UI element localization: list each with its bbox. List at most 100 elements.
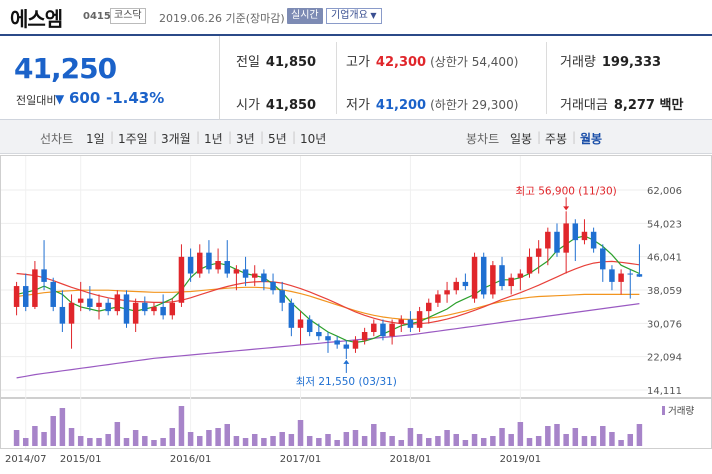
change-percent: -1.43% <box>106 89 165 107</box>
volume-bar <box>105 434 111 446</box>
volume-bar <box>343 432 350 446</box>
volume-bar <box>142 436 148 446</box>
candle-body <box>261 273 267 282</box>
volume-bar <box>242 438 249 446</box>
stat-prev-close: 전일 41,850 <box>236 51 316 70</box>
period-1d[interactable]: 1일 <box>86 132 105 146</box>
candle-body <box>13 286 20 307</box>
current-price-panel: 41,250 전일대비 ▼ 600 -1.43% <box>0 36 220 120</box>
volume-bar <box>288 434 295 446</box>
volume-bar <box>609 432 615 446</box>
stock-chart[interactable]: 62,006 54,023 46,041 38,059 30,076 22,094 14,1… <box>0 154 712 474</box>
volume-bar <box>407 428 414 446</box>
volume-bar <box>114 422 121 446</box>
candle-body <box>554 231 560 253</box>
separator: | <box>537 130 542 144</box>
candle-body <box>563 223 569 253</box>
candle-body <box>407 319 414 328</box>
stat-label: 고가 <box>346 55 370 70</box>
volume-bar <box>499 428 505 446</box>
volume-bar <box>178 406 185 446</box>
stat-label: 시가 <box>236 98 260 113</box>
candle-body <box>535 248 542 257</box>
volume-bar <box>462 440 469 446</box>
volume-bar <box>233 436 240 446</box>
volume-bar <box>590 436 597 446</box>
volume-bar <box>352 430 359 446</box>
candle-body <box>96 302 102 307</box>
period-5y[interactable]: 5년 <box>268 132 287 146</box>
period-10y[interactable]: 10년 <box>300 132 327 146</box>
volume-bar <box>123 438 130 446</box>
volume-bar <box>389 436 395 446</box>
candle-body <box>545 231 551 249</box>
candle-body <box>169 302 176 316</box>
volume-bar <box>169 428 176 446</box>
lower-limit: (하한가 29,300) <box>430 98 519 112</box>
candle-chart-tab[interactable]: 봉차트 <box>466 132 500 146</box>
ma-20-line <box>16 260 640 325</box>
candle-body <box>142 302 148 312</box>
stat-value: 41,850 <box>265 98 317 113</box>
volume-bar <box>444 430 450 446</box>
candle-body <box>508 277 514 287</box>
candle-body <box>627 273 634 275</box>
candle-daily[interactable]: 일봉 <box>510 132 533 146</box>
candle-body <box>490 265 496 295</box>
candle-body <box>123 294 130 324</box>
ma-60-line <box>16 286 640 321</box>
separator: | <box>153 130 158 144</box>
candle-body <box>581 231 588 241</box>
volume-bar <box>224 424 230 446</box>
candle-body <box>160 306 166 316</box>
current-price: 41,250 <box>14 52 117 85</box>
realtime-button[interactable]: 실시간 <box>287 8 323 24</box>
company-overview-label: 기업개요 <box>331 10 368 21</box>
candle-body <box>389 323 395 337</box>
volume-bar <box>68 428 75 446</box>
candle-body <box>224 261 230 274</box>
y-tick-label: 30,076 <box>647 319 682 330</box>
volume-bar <box>371 424 377 446</box>
candle-body <box>343 344 350 349</box>
volume-bar <box>471 434 478 446</box>
volume-bar <box>554 424 560 446</box>
volume-bar <box>187 432 194 446</box>
volume-bar <box>334 440 340 446</box>
candle-body <box>50 281 56 307</box>
period-1w[interactable]: 1주일 <box>118 132 148 146</box>
volume-bar <box>251 434 258 446</box>
candle-weekly[interactable]: 주봉 <box>545 132 568 146</box>
high-arrow-head <box>563 206 570 211</box>
candle-body <box>68 302 75 324</box>
candle-monthly[interactable]: 월봉 <box>580 132 603 146</box>
volume-bar <box>96 438 102 446</box>
candle-body <box>517 273 524 278</box>
stat-amount: 거래대금 8,277 백만 <box>560 94 683 113</box>
volume-legend-swatch <box>662 406 665 415</box>
candle-body <box>87 298 93 307</box>
period-bar: 선차트 1일 | 1주일 | 3개월 | 1년 | 3년 | 5년 | 10년 … <box>0 120 712 154</box>
volume-bar <box>435 436 441 446</box>
separator: | <box>110 130 115 144</box>
volume-bar <box>361 436 368 446</box>
x-tick-label: 2016/01 <box>170 454 212 465</box>
separator: | <box>292 130 297 144</box>
candle-body <box>187 256 194 274</box>
period-1y[interactable]: 1년 <box>204 132 223 146</box>
candle-body <box>251 273 258 278</box>
change-value: 600 <box>69 89 101 107</box>
period-3y[interactable]: 3년 <box>236 132 255 146</box>
period-3m[interactable]: 3개월 <box>161 132 191 146</box>
stat-value: 199,333 <box>601 55 662 70</box>
candle-body <box>499 265 505 287</box>
company-overview-button[interactable]: 기업개요 ▼ <box>326 8 382 24</box>
divider <box>336 42 337 114</box>
y-tick-label: 22,094 <box>647 353 682 364</box>
candle-body <box>215 261 221 270</box>
separator: | <box>260 130 265 144</box>
line-chart-tab[interactable]: 선차트 <box>40 132 74 146</box>
candle-body <box>352 340 359 349</box>
y-tick-label: 46,041 <box>647 253 682 264</box>
stat-value: 41,200 <box>375 98 427 113</box>
